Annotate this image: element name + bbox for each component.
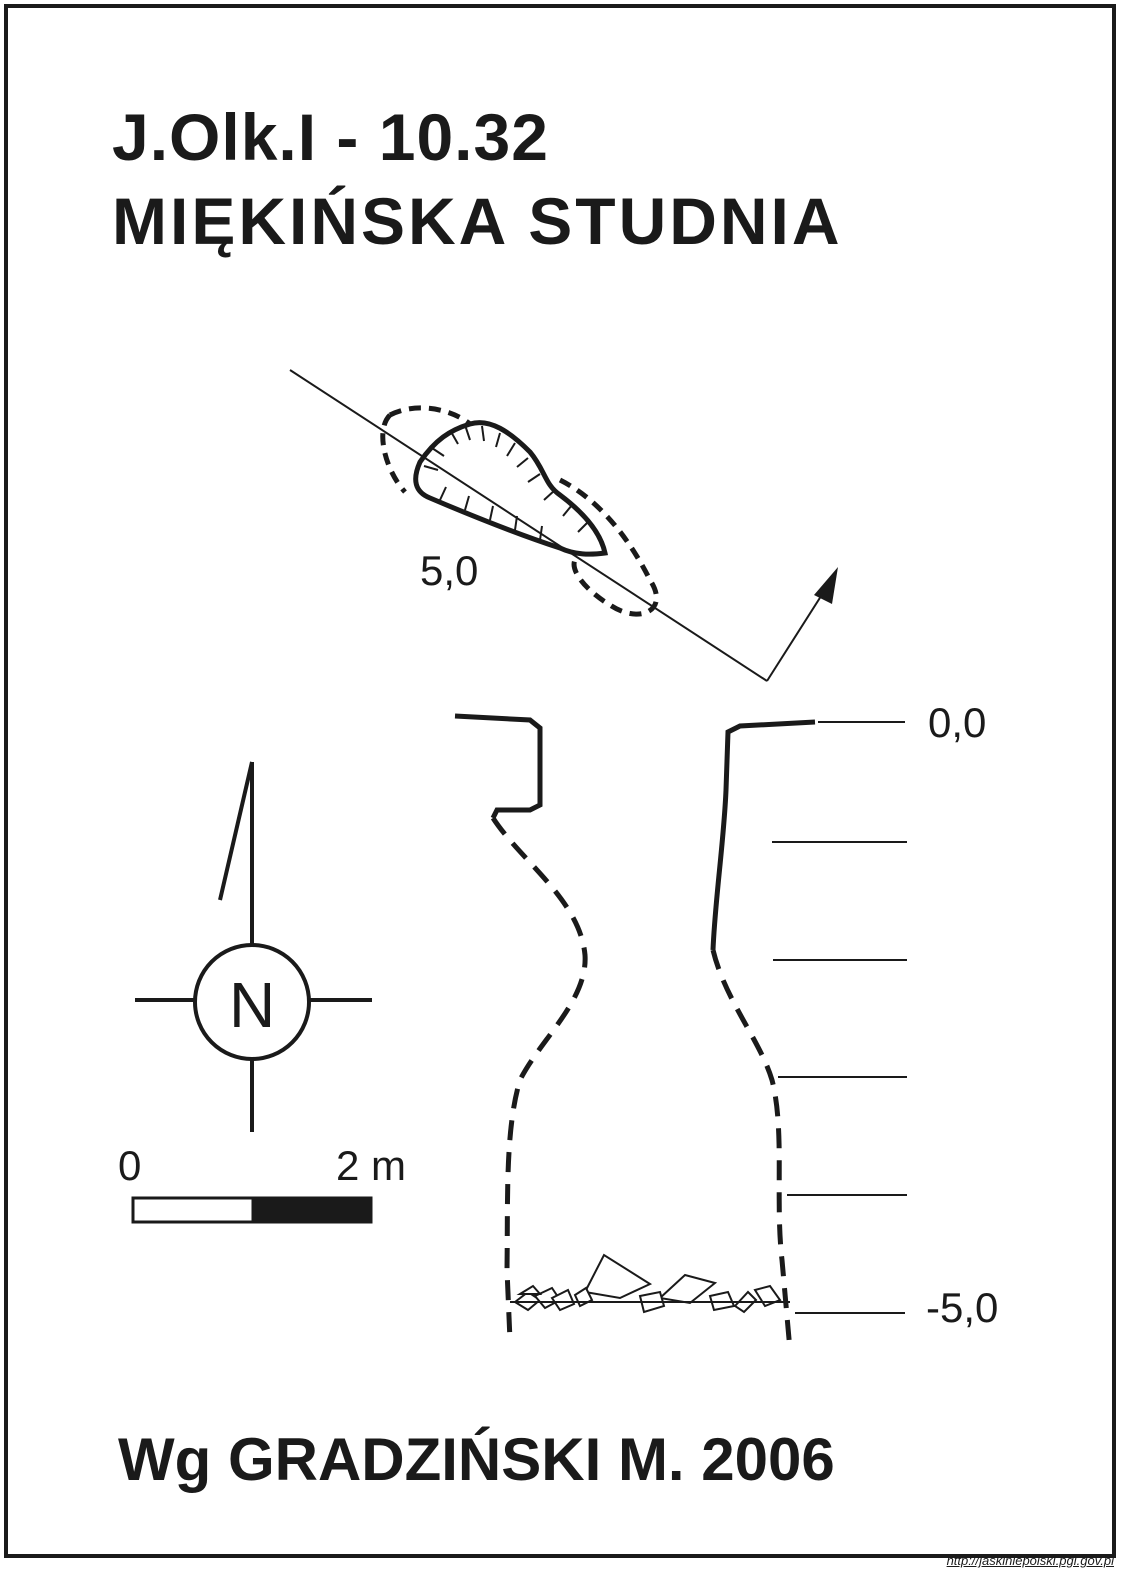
section-right-wall-solid	[710, 719, 816, 951]
plan-view: 5,0	[289, 369, 838, 682]
north-arrow	[135, 761, 372, 1132]
plan-solid-outline	[413, 420, 609, 557]
section-arrow-head	[814, 567, 838, 604]
depth-scale	[772, 721, 907, 1314]
scale-bar	[131, 1196, 373, 1224]
drawing-frame	[4, 4, 1116, 1558]
floor-rubble	[513, 1253, 782, 1314]
north-letter: N	[229, 969, 275, 1041]
section-left-wall-solid	[454, 713, 543, 820]
plan-hachures	[423, 424, 589, 541]
cave-name: MIĘKIŃSKA STUDNIA	[112, 184, 843, 258]
north-needle-barb	[218, 761, 254, 901]
plan-dashed-outline	[380, 405, 659, 617]
author-credit: Wg GRADZIŃSKI M. 2006	[118, 1426, 835, 1493]
section-right-wall-dashed	[710, 949, 793, 1351]
plan-depth-label: 5,0	[420, 547, 478, 594]
scale-end-label: 2 m	[336, 1142, 406, 1189]
section-direction-arrow	[766, 581, 831, 682]
section-line	[289, 369, 768, 682]
depth-label-top: 0,0	[928, 699, 986, 746]
section-left-wall-dashed	[490, 816, 588, 1341]
cave-code: J.Olk.I - 10.32	[112, 100, 549, 174]
depth-label-bottom: -5,0	[926, 1284, 998, 1331]
scale-start-label: 0	[118, 1142, 141, 1189]
cross-section	[454, 713, 816, 1351]
source-url[interactable]: http://jaskiniepolski.pgi.gov.pl	[946, 1553, 1114, 1568]
